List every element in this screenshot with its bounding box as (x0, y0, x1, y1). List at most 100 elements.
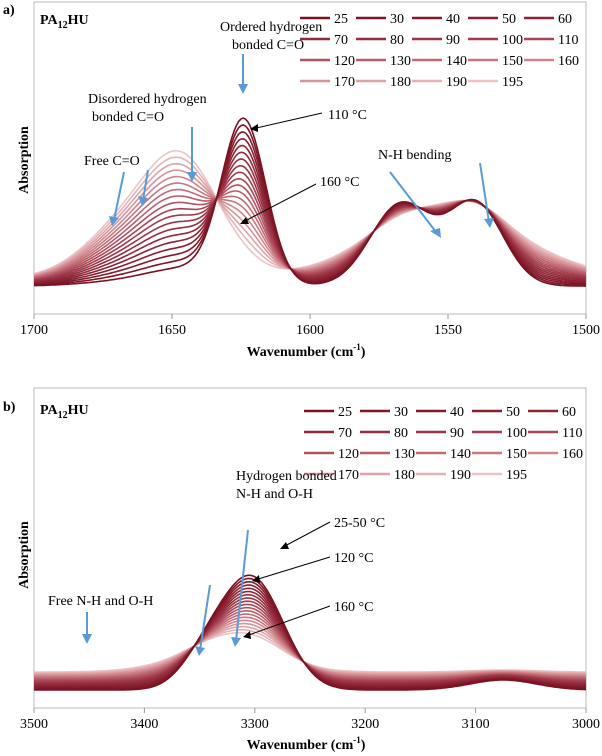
x-tick-label: 3000 (572, 717, 600, 732)
legend-label-80: 80 (390, 33, 404, 48)
sample-label-b: PA12HU (40, 403, 89, 421)
panel-a: a) PA12HU Absorption Wavenumber (cm-1) 1… (3, 1, 600, 360)
legend-label-160: 160 (562, 447, 583, 462)
legend-label-50: 50 (502, 12, 516, 27)
annot-ordered-line2: bonded C=O (232, 38, 304, 53)
legend-label-130: 130 (390, 54, 411, 69)
x-tick-label: 1600 (296, 323, 324, 338)
annot-110: 110 °C (328, 108, 367, 123)
x-tick-label: 3100 (462, 717, 490, 732)
arrowhead-free-co-1 (109, 216, 119, 226)
annot-disordered-line2: bonded C=O (92, 110, 164, 125)
annot-nh-bending: N-H bending (378, 148, 452, 163)
x-tick-label: 1500 (572, 323, 600, 338)
arrow-nh-1 (389, 171, 437, 233)
legend-label-190: 190 (446, 75, 467, 90)
legend-label-180: 180 (394, 468, 415, 483)
legend-label-140: 140 (446, 54, 467, 69)
legend-label-70: 70 (334, 33, 348, 48)
arrow-160 (242, 183, 317, 223)
legend-label-110: 110 (558, 33, 578, 48)
annot-ordered-line1: Ordered hydrogen (220, 20, 322, 35)
legend-label-150: 150 (506, 447, 527, 462)
legend-label-180: 180 (390, 75, 411, 90)
series-line-70 (33, 151, 587, 284)
legend-label-90: 90 (450, 426, 464, 441)
x-axis-label-a: Wavenumber (cm-1) (247, 342, 366, 360)
legend-label-130: 130 (394, 447, 415, 462)
legend-label-80: 80 (394, 426, 408, 441)
series-line-25 (34, 117, 587, 287)
legend-label-60: 60 (558, 12, 572, 27)
arrowhead-free-co-2 (138, 196, 148, 206)
arrowhead-ordered (238, 84, 248, 94)
series-line-195 (33, 150, 587, 275)
panel-b: b) PA12HU Absorption Wavenumber (cm-1) 3… (3, 387, 600, 753)
legend-label-195: 195 (506, 468, 527, 483)
arrow-hbond-1 (199, 584, 211, 651)
x-tick-label: 3400 (130, 717, 158, 732)
legend-label-170: 170 (334, 75, 355, 90)
arrowhead-hbond-1 (195, 646, 205, 656)
x-ticks-a: 1700 1650 1600 1550 1500 (20, 314, 600, 338)
arrow-120 (254, 556, 331, 581)
arrow-free-co-1 (113, 171, 125, 221)
arrow-free-co-2 (142, 169, 149, 201)
legend-label-140: 140 (450, 447, 471, 462)
x-tick-label: 3500 (20, 717, 48, 732)
y-axis-label-a: Absorption (17, 126, 32, 194)
legend-b: 25 30 40 50 60 70 80 90 100 110 120 130 140 150 160 170… (304, 405, 583, 483)
arrowhead-nh-2 (484, 218, 494, 228)
legend-label-150: 150 (502, 54, 523, 69)
legend-label-50: 50 (506, 405, 520, 420)
annot-160: 160 °C (320, 175, 359, 190)
x-ticks-b: 3500 3400 3300 3200 3100 3000 (20, 708, 600, 732)
legend-label-110: 110 (562, 426, 582, 441)
legend-label-100: 100 (502, 33, 523, 48)
legend-label-40: 40 (450, 405, 464, 420)
y-axis-label-b: Absorption (17, 521, 32, 589)
arrowhead-110 (250, 124, 258, 132)
annot-160: 160 °C (334, 600, 373, 615)
legend-a: 25 30 40 50 60 70 80 90 100 110 120 130 140 150 160 170… (300, 12, 579, 90)
legend-label-190: 190 (450, 468, 471, 483)
annot-hbond-line2: N-H and O-H (236, 487, 313, 502)
legend-label-100: 100 (506, 426, 527, 441)
annot-disordered-line1: Disordered hydrogen (88, 92, 207, 107)
panel-a-label: a) (3, 3, 15, 18)
x-tick-label: 1700 (20, 323, 48, 338)
legend-label-40: 40 (446, 12, 460, 27)
x-tick-label: 1650 (158, 323, 186, 338)
legend-label-25: 25 (338, 405, 352, 420)
series-lines-b (34, 574, 587, 691)
arrowhead-2550 (280, 542, 289, 549)
arrow-2550 (282, 521, 331, 548)
arrow-110 (251, 112, 323, 130)
x-tick-label: 3200 (351, 717, 379, 732)
series-line-25 (34, 574, 587, 691)
legend-label-120: 120 (334, 54, 355, 69)
arrowhead-disordered (187, 172, 197, 182)
annot-hbond-line1: Hydrogen bonded (236, 469, 337, 484)
legend-label-160: 160 (558, 54, 579, 69)
legend-label-25: 25 (334, 12, 348, 27)
annot-120: 120 °C (334, 551, 373, 566)
x-tick-label: 1550 (434, 323, 462, 338)
legend-label-195: 195 (502, 75, 523, 90)
legend-label-30: 30 (394, 405, 408, 420)
arrowhead-nh-1 (430, 228, 441, 238)
annot-2550: 25-50 °C (334, 516, 385, 531)
arrowhead-160 (240, 217, 249, 224)
legend-label-70: 70 (338, 426, 352, 441)
arrow-160b (245, 605, 331, 637)
x-tick-label: 3300 (241, 717, 269, 732)
arrowhead-free-nh (82, 634, 92, 644)
x-axis-label-b: Wavenumber (cm-1) (247, 735, 366, 753)
legend-label-60: 60 (562, 405, 576, 420)
panel-b-label: b) (3, 400, 16, 415)
arrowhead-120 (252, 575, 260, 583)
annot-free-nh: Free N-H and O-H (48, 594, 153, 609)
legend-label-30: 30 (390, 12, 404, 27)
plot-area-b (33, 387, 587, 709)
